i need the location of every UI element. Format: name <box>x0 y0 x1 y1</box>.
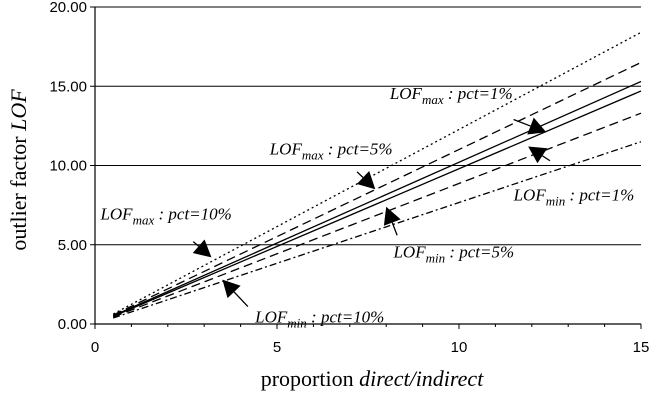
annotation-symbol: LOF <box>269 139 303 158</box>
y-axis-label-italic: LOF <box>6 89 31 132</box>
annotation-subscript: min <box>287 315 307 330</box>
annotation-ann_min10: LOFmin : pct=10% <box>222 279 384 330</box>
annotation-arrowhead <box>192 239 212 258</box>
annotation-symbol: LOF <box>513 185 547 204</box>
x-axis-label: proportion direct/indirect <box>261 366 485 391</box>
annotation-arrowhead <box>356 171 376 190</box>
annotation-subscript: max <box>302 147 324 162</box>
series-line-min_pct1 <box>112 141 642 319</box>
annotation-symbol: LOF <box>392 242 426 261</box>
annotations: LOFmax : pct=1%LOFmax : pct=5%LOFmax : p… <box>99 84 634 330</box>
annotation-arrowhead <box>527 117 547 135</box>
annotation-arrowhead <box>528 146 548 164</box>
annotation-text: : pct=5% <box>324 139 393 158</box>
annotation-arrow-shaft <box>513 118 531 127</box>
y-tick-label: 10.00 <box>49 158 87 175</box>
annotation-text: : pct=1% <box>565 185 634 204</box>
annotation-ann_max1: LOFmax : pct=1% <box>389 84 547 135</box>
annotation-symbol: LOF <box>389 84 423 103</box>
x-tick-label: 15 <box>633 339 650 356</box>
annotation-subscript: max <box>133 212 155 227</box>
x-tick-label: 10 <box>451 339 468 356</box>
annotation-ann_min5: LOFmin : pct=5% <box>383 206 514 265</box>
annotation-subscript: min <box>426 250 446 265</box>
series-line-max_pct5 <box>112 61 642 316</box>
annotation-label: LOFmax : pct=10% <box>99 204 231 227</box>
grid <box>95 6 641 246</box>
annotation-symbol: LOF <box>99 204 133 223</box>
annotation-label: LOFmin : pct=1% <box>513 185 635 208</box>
series-line-min_pct10 <box>112 90 642 317</box>
series-line-max_pct10 <box>112 80 642 317</box>
annotation-label: LOFmin : pct=5% <box>392 242 514 265</box>
annotation-text: : pct=10% <box>307 307 385 326</box>
annotation-symbol: LOF <box>254 307 288 326</box>
annotation-arrow-shaft <box>391 222 398 236</box>
annotation-arrow-shaft <box>356 171 364 178</box>
y-tick-label: 0.00 <box>58 316 87 333</box>
annotation-arrow-shaft <box>542 155 551 162</box>
annotation-label: LOFmax : pct=1% <box>389 84 513 107</box>
annotation-text: : pct=1% <box>444 84 513 103</box>
annotation-label: LOFmax : pct=5% <box>269 139 393 162</box>
y-tick-label: 15.00 <box>49 78 87 95</box>
x-tick-label: 0 <box>91 339 99 356</box>
annotation-arrow-shaft <box>233 291 249 308</box>
series-line-min_pct5 <box>112 112 642 318</box>
tick-labels: 0.00 5.00 10.00 15.00 20.00 0 5 10 15 <box>49 0 649 356</box>
annotation-text: : pct=10% <box>154 204 232 223</box>
annotation-arrowhead <box>383 206 401 226</box>
annotation-arrowhead <box>222 279 241 299</box>
annotation-label: LOFmin : pct=10% <box>254 307 384 330</box>
series-line-max_pct1 <box>112 31 642 315</box>
annotation-arrow-shaft <box>192 241 200 247</box>
axes <box>90 6 642 329</box>
y-axis-label-plain: outlier factor <box>6 131 31 251</box>
annotation-subscript: min <box>546 193 566 208</box>
annotation-text: : pct=5% <box>445 242 514 261</box>
annotation-subscript: max <box>422 92 444 107</box>
y-axis-label: outlier factor LOF <box>6 89 31 251</box>
annotation-ann_max10: LOFmax : pct=10% <box>99 204 232 258</box>
x-axis-label-plain: proportion <box>261 366 359 391</box>
y-tick-label: 20.00 <box>49 0 87 16</box>
annotation-ann_min1: LOFmin : pct=1% <box>513 146 635 208</box>
x-tick-label: 5 <box>273 339 281 356</box>
y-tick-label: 5.00 <box>58 237 87 254</box>
series-lines <box>112 31 642 319</box>
annotation-ann_max5: LOFmax : pct=5% <box>269 139 393 190</box>
x-axis-label-italic: direct/indirect <box>359 366 484 391</box>
